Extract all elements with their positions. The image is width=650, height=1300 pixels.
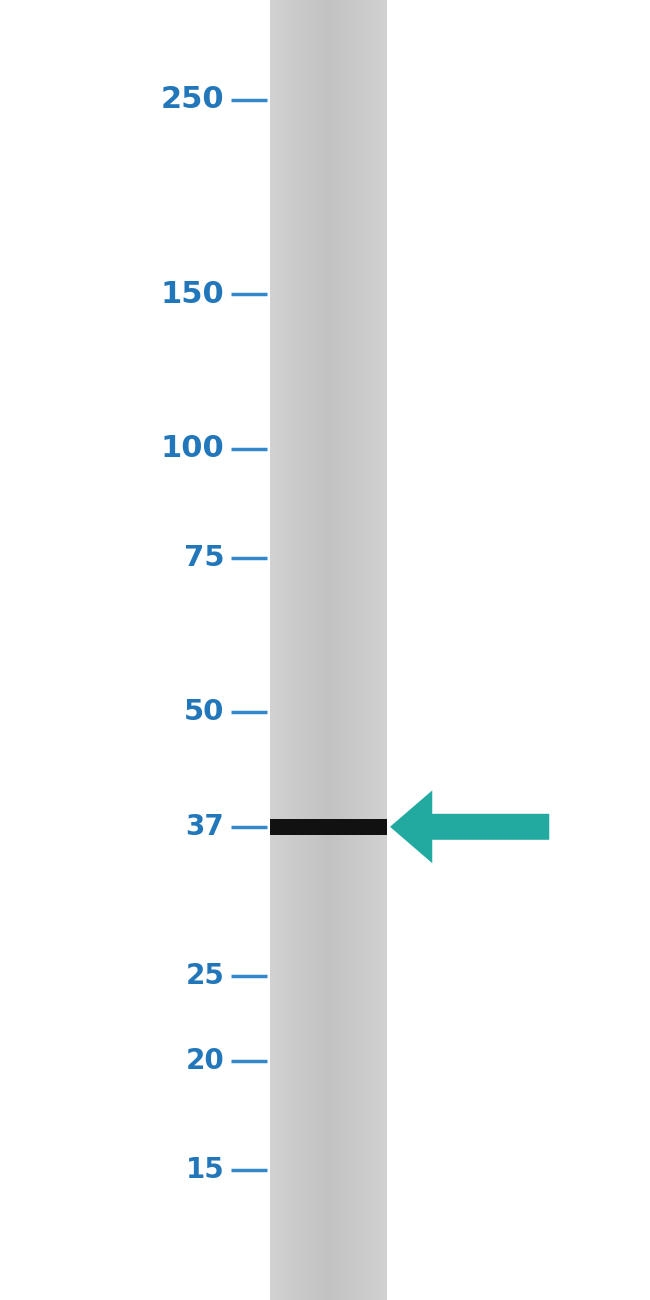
Text: 15: 15 [185,1156,224,1184]
Text: 25: 25 [185,962,224,991]
Text: 37: 37 [185,812,224,841]
Text: 100: 100 [161,434,224,463]
Text: 50: 50 [184,698,224,727]
Text: 150: 150 [161,280,224,308]
Polygon shape [390,790,549,863]
Text: 20: 20 [185,1046,224,1075]
Text: 250: 250 [161,86,224,114]
Text: 75: 75 [184,543,224,572]
Bar [270,819,387,835]
